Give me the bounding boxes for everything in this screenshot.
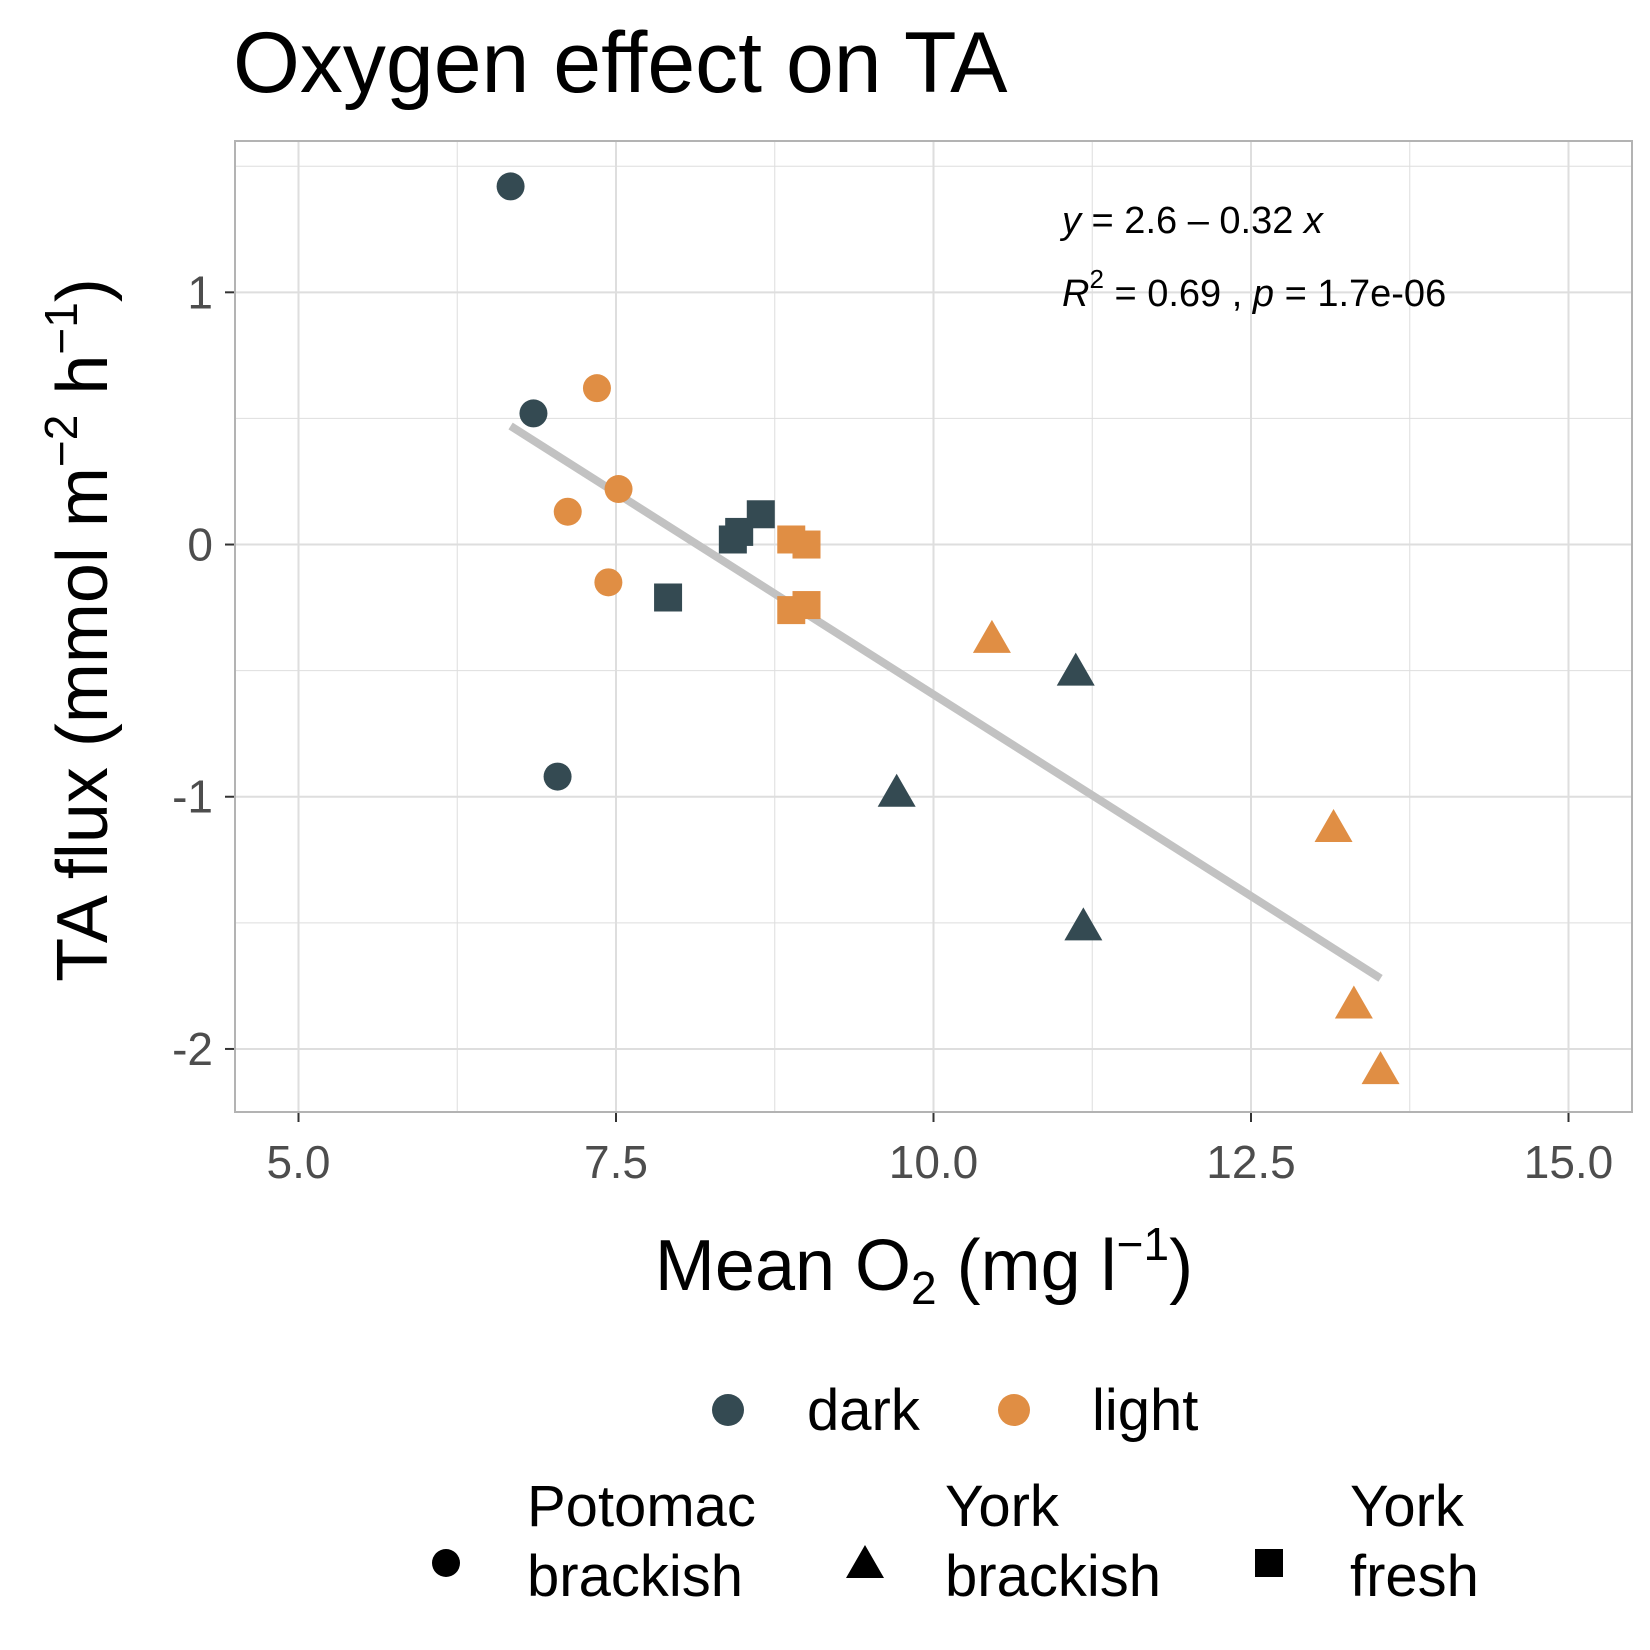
data-point-triangle bbox=[1314, 809, 1353, 843]
data-point-triangle bbox=[1056, 652, 1095, 686]
y-title-sup1: −2 bbox=[35, 415, 87, 467]
regression-equation: y = 2.6 – 0.32 x bbox=[1059, 200, 1325, 242]
data-point-circle bbox=[543, 762, 572, 791]
data-point-triangle bbox=[1064, 907, 1103, 941]
legend-label-dark: dark bbox=[807, 1378, 921, 1443]
x-tick-label: 5.0 bbox=[267, 1136, 331, 1188]
data-point-square bbox=[746, 500, 775, 529]
legend-key-square bbox=[1255, 1549, 1283, 1577]
legend-label-line2: fresh bbox=[1350, 1544, 1479, 1609]
y-tick-label: -1 bbox=[172, 771, 213, 823]
data-points bbox=[496, 172, 1400, 1085]
y-title-base: TA flux (mmol m bbox=[43, 467, 123, 982]
data-point-circle bbox=[604, 475, 633, 504]
y-title-mid: h bbox=[43, 355, 123, 415]
y-title-sup2: −1 bbox=[35, 302, 87, 354]
legend-key-light bbox=[998, 1394, 1030, 1426]
p-body: = 1.7e-06 bbox=[1274, 273, 1446, 315]
y-title-close: ) bbox=[43, 278, 123, 302]
x-title-sup: −1 bbox=[1117, 1218, 1169, 1270]
eq-x-var: x bbox=[1302, 200, 1325, 242]
data-point-square bbox=[792, 530, 821, 559]
x-tick-label: 7.5 bbox=[584, 1136, 648, 1188]
data-point-triangle bbox=[1334, 985, 1373, 1019]
regression-stats: R2 = 0.69 , p = 1.7e-06 bbox=[1062, 264, 1446, 315]
legend-key-dark bbox=[712, 1394, 744, 1426]
data-point-triangle bbox=[972, 619, 1011, 653]
legend-label-line1: York bbox=[1350, 1474, 1465, 1539]
y-tick-label: 1 bbox=[187, 266, 213, 318]
x-tick-label: 10.0 bbox=[889, 1136, 979, 1188]
legend-label-line1: Potomac bbox=[527, 1474, 756, 1539]
legend-label-line1: York bbox=[945, 1474, 1060, 1539]
x-title-close: ) bbox=[1169, 1226, 1193, 1306]
data-point-square bbox=[654, 583, 683, 612]
legend-label-line2: brackish bbox=[527, 1544, 743, 1609]
data-point-triangle bbox=[1361, 1051, 1400, 1085]
fit-line-group bbox=[508, 422, 1383, 982]
x-title-base: Mean O bbox=[655, 1226, 911, 1306]
r2-sup: 2 bbox=[1089, 264, 1103, 294]
legend-color: dark light bbox=[712, 1378, 1198, 1443]
y-tick-label: 0 bbox=[187, 519, 213, 571]
legend-key-circle bbox=[432, 1549, 460, 1577]
data-point-circle bbox=[594, 568, 623, 597]
data-point-circle bbox=[496, 172, 525, 201]
x-axis-title: Mean O2 (mg l−1) bbox=[655, 1218, 1193, 1314]
r2-body: = 0.69 , bbox=[1104, 273, 1253, 315]
x-tick-label: 12.5 bbox=[1206, 1136, 1296, 1188]
y-axis-title: TA flux (mmol m−2 h−1) bbox=[35, 278, 123, 982]
data-point-square bbox=[792, 591, 821, 620]
eq-y-var: y bbox=[1059, 200, 1083, 242]
chart-title: Oxygen effect on TA bbox=[233, 15, 1008, 111]
data-point-triangle bbox=[877, 773, 916, 807]
fit-line bbox=[508, 422, 1383, 982]
legend-key-triangle bbox=[846, 1545, 884, 1578]
legend-label-light: light bbox=[1092, 1378, 1198, 1443]
x-tick-label: 15.0 bbox=[1524, 1136, 1614, 1188]
data-point-circle bbox=[582, 374, 611, 403]
r2-r: R bbox=[1062, 273, 1089, 315]
y-tick-label: -2 bbox=[172, 1023, 213, 1075]
x-title-unit: (mg l bbox=[937, 1226, 1117, 1306]
data-point-circle bbox=[519, 399, 548, 428]
data-point-circle bbox=[553, 497, 582, 526]
x-title-sub: 2 bbox=[911, 1262, 937, 1314]
eq-body: = 2.6 – 0.32 bbox=[1081, 200, 1304, 242]
legend-label-line2: brackish bbox=[945, 1544, 1161, 1609]
p-var: p bbox=[1252, 273, 1274, 315]
panel-border bbox=[234, 140, 1633, 1113]
plot-panel: 5.0 7.5 10.0 12.5 15.0 1 0 -1 -2 bbox=[172, 140, 1633, 1188]
